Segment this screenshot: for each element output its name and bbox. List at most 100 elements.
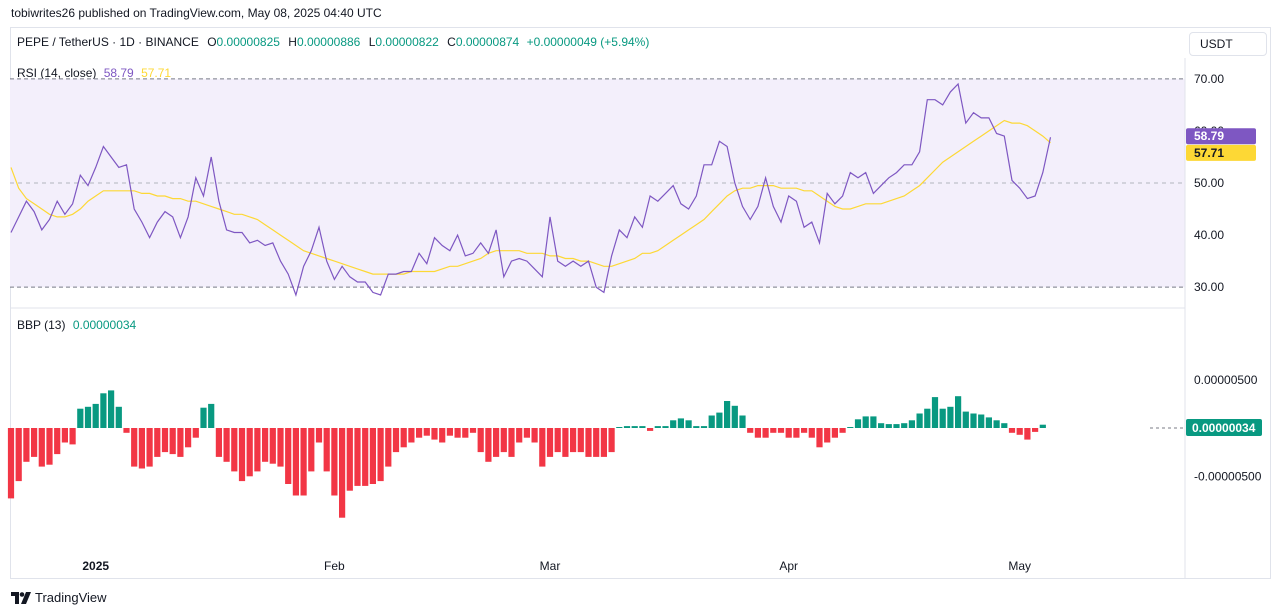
bbp-bar xyxy=(416,428,423,438)
bbp-bar xyxy=(531,428,538,443)
bbp-bar xyxy=(585,428,592,457)
bbp-bar xyxy=(608,428,615,453)
open-value: 0.00000825 xyxy=(216,35,280,49)
bbp-bar xyxy=(100,393,107,428)
bbp-bar xyxy=(716,412,723,428)
bbp-bar xyxy=(215,428,222,457)
low-value: 0.00000822 xyxy=(375,35,439,49)
bbp-bar xyxy=(885,424,892,428)
bbp-bar xyxy=(978,414,985,428)
bbp-bar xyxy=(238,428,246,482)
bbp-bar xyxy=(747,428,754,433)
symbol-name[interactable]: PEPE / TetherUS · 1D · BINANCE xyxy=(17,35,199,49)
bbp-bar xyxy=(685,420,692,428)
bbp-bar xyxy=(84,406,92,428)
close-label: C xyxy=(447,35,456,49)
bbp-bar xyxy=(115,406,122,428)
bbp-bar xyxy=(631,426,638,428)
bbp-bar xyxy=(824,428,831,443)
bbp-bar xyxy=(523,428,530,438)
bbp-bar xyxy=(161,428,169,453)
bbp-bar xyxy=(908,420,915,428)
bbp-bar xyxy=(362,428,369,486)
bbp-bar xyxy=(546,428,554,457)
bbp-bar xyxy=(177,428,184,457)
bbp-y-tick-label: 0.00000500 xyxy=(1194,373,1258,387)
bbp-bar xyxy=(408,428,415,443)
rsi-ma-line xyxy=(10,119,1051,275)
bbp-bar xyxy=(893,424,900,428)
bbp-bar xyxy=(285,428,292,484)
bbp-bar xyxy=(331,428,338,496)
bbp-title: BBP (13) xyxy=(17,318,66,332)
bbp-bar xyxy=(377,428,384,482)
bbp-bar xyxy=(493,428,500,457)
x-tick-label: Feb xyxy=(324,559,345,573)
high-value: 0.00000886 xyxy=(296,35,361,49)
bbp-bar xyxy=(1016,428,1023,435)
bbp-bar xyxy=(993,420,1000,428)
bbp-bar xyxy=(762,428,769,438)
bbp-bar xyxy=(469,428,477,433)
bbp-bar xyxy=(862,416,869,428)
bbp-bar xyxy=(423,428,430,436)
bbp-bar xyxy=(108,390,115,428)
bbp-bar xyxy=(670,420,677,428)
bbp-bar xyxy=(739,415,746,428)
bbp-bar xyxy=(662,426,669,428)
open-label: O xyxy=(207,35,217,49)
bbp-bar xyxy=(816,428,823,448)
bbp-bar xyxy=(801,428,808,433)
currency-button[interactable]: USDT xyxy=(1189,32,1267,56)
low-label: L xyxy=(368,35,376,49)
bbp-bar xyxy=(955,396,962,428)
bbp-bar xyxy=(208,403,215,428)
bbp-bar xyxy=(439,428,446,443)
bbp-bar xyxy=(300,428,307,496)
bbp-bar xyxy=(593,428,600,457)
bbp-bar xyxy=(7,428,15,499)
symbol-legend: PEPE / TetherUS · 1D · BINANCE O0.000008… xyxy=(17,35,649,49)
rsi-y-tick-label: 70.00 xyxy=(1194,72,1224,86)
bbp-bar xyxy=(770,428,777,433)
bbp-bar xyxy=(154,428,161,457)
bbp-bar xyxy=(15,428,22,482)
bbp-bar xyxy=(1024,428,1031,440)
bbp-bar xyxy=(277,428,284,467)
bbp-bar xyxy=(185,428,192,448)
bbp-bar xyxy=(323,428,330,472)
bbp-bar xyxy=(485,428,492,462)
bbp-price-label: 0.00000034 xyxy=(1192,421,1256,435)
x-tick-label: Apr xyxy=(779,559,798,573)
bbp-legend[interactable]: BBP (13) 0.00000034 xyxy=(17,318,136,332)
bbp-bar xyxy=(577,428,584,453)
rsi-current: 58.79 xyxy=(103,66,134,80)
bbp-bar xyxy=(392,428,400,453)
bbp-bar xyxy=(1008,428,1016,433)
change-value: +0.00000049 (+5.94%) xyxy=(526,35,650,49)
bbp-bar xyxy=(693,426,700,428)
bbp-bar xyxy=(708,415,715,428)
bbp-bar xyxy=(539,428,546,467)
bbp-bar xyxy=(246,428,253,477)
bbp-current: 0.00000034 xyxy=(72,318,137,332)
bbp-bar xyxy=(654,426,661,428)
bbp-bar xyxy=(31,428,38,457)
bbp-bar xyxy=(231,428,238,472)
rsi-ma-current: 57.71 xyxy=(141,66,172,80)
bbp-bar xyxy=(808,428,815,438)
bbp-bar xyxy=(562,428,569,457)
x-axis-ticks: 2025 Feb Mar Apr May xyxy=(82,559,1031,573)
rsi-legend[interactable]: RSI (14, close) 58.79 57.71 xyxy=(17,66,171,80)
price-labels: 58.79 57.71 0.00000034 xyxy=(1186,128,1262,436)
bbp-bar xyxy=(500,428,507,453)
bbp-bar xyxy=(939,408,946,428)
chart-frame xyxy=(10,27,1271,579)
bbp-bar xyxy=(69,428,76,445)
bbp-bar xyxy=(600,428,607,457)
bbp-bar xyxy=(385,428,392,467)
bbp-bar xyxy=(123,428,130,433)
footer-brand[interactable]: TradingView xyxy=(11,590,107,605)
